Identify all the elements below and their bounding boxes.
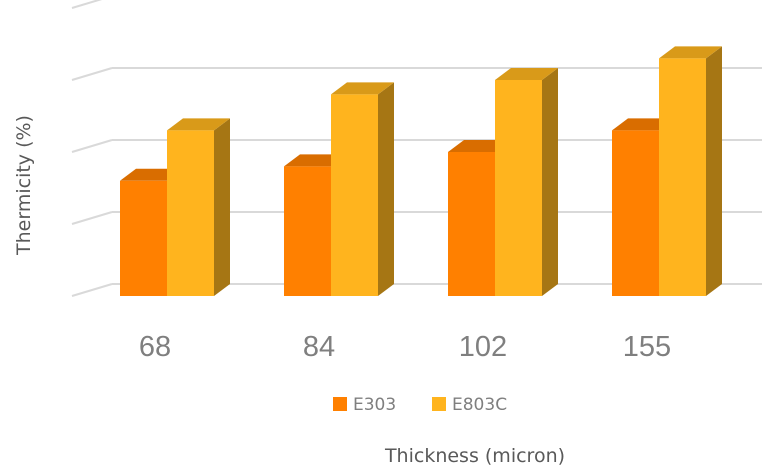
bar-top <box>331 82 394 95</box>
legend: E303 E803C <box>333 395 507 415</box>
gridline-depth <box>71 211 113 225</box>
bar-side <box>214 118 230 297</box>
bar-front <box>331 94 378 297</box>
legend-label-e303: E303 <box>353 395 396 415</box>
bar-side <box>706 46 722 297</box>
x-axis-title: Thickness (micron) <box>384 445 565 467</box>
bar-e803c-102 <box>495 68 558 296</box>
legend-label-e803c: E803C <box>452 395 507 415</box>
bars <box>120 46 722 297</box>
y-axis-title: Thermicity (%) <box>13 115 35 256</box>
bar-front <box>120 180 167 296</box>
bar-e803c-68 <box>167 118 230 297</box>
bar-top <box>495 68 558 80</box>
bar-side <box>378 82 394 297</box>
bar-side <box>542 68 558 296</box>
bar-front <box>448 152 495 296</box>
bar-front <box>167 130 214 296</box>
bar-e803c-84 <box>331 82 394 297</box>
gridline-depth <box>71 67 113 81</box>
x-tick-label-84: 84 <box>303 331 335 363</box>
bar-top <box>167 118 230 131</box>
bar-top <box>659 46 722 59</box>
legend-swatch-e303 <box>333 397 347 411</box>
gridline-depth <box>71 139 113 153</box>
bar-front <box>659 58 706 297</box>
gridline-depth <box>71 283 113 297</box>
x-tick-label-102: 102 <box>459 331 507 363</box>
bar-front <box>495 80 542 296</box>
legend-swatch-e803c <box>432 397 446 411</box>
x-tick-label-68: 68 <box>139 331 171 363</box>
x-tick-labels: 68 84 102 155 <box>139 331 671 363</box>
x-tick-label-155: 155 <box>623 331 671 363</box>
gridline-depth <box>71 0 103 9</box>
bar-front <box>612 130 659 296</box>
bar-front <box>284 166 331 296</box>
bar-e803c-155 <box>659 46 722 297</box>
